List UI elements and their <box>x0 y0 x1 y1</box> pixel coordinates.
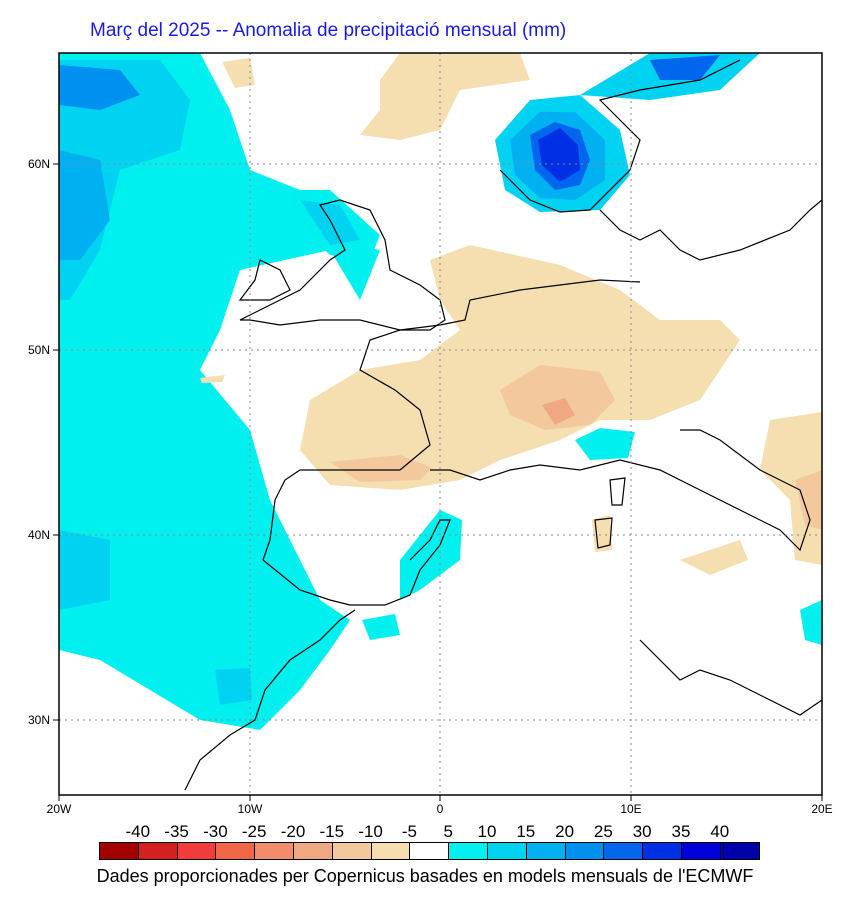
colorbar-label: -15 <box>319 822 345 841</box>
colorbar-label: -5 <box>401 822 417 841</box>
map-title: Març del 2025 -- Anomalia de precipitaci… <box>90 20 567 41</box>
colorbar-label: 35 <box>671 822 691 841</box>
atlantic-wet-region-3 <box>59 150 110 260</box>
colorbar-label: -20 <box>280 822 306 841</box>
colorbar-label: -40 <box>125 822 151 841</box>
norway-wet-region-4 <box>538 128 580 182</box>
mediterranean-wet-1 <box>575 428 635 460</box>
colorbar-swatch <box>254 842 294 860</box>
lon-tick-label: 10W <box>238 802 263 816</box>
source-credit: Dades proporcionades per Copernicus basa… <box>96 866 754 886</box>
colorbar-swatch <box>642 842 682 860</box>
colorbar-label: -35 <box>164 822 189 841</box>
colorbar-swatch <box>215 842 256 860</box>
colorbar-label: 20 <box>555 822 575 841</box>
colorbar-label: 10 <box>477 822 497 841</box>
balkans-dry-2 <box>795 470 822 530</box>
atlantic-wet-region-4 <box>59 65 140 110</box>
colorbar-label: 30 <box>632 822 652 841</box>
lat-tick-label: 40N <box>28 528 50 542</box>
colorbar-swatch <box>487 842 527 860</box>
colorbar-swatch <box>370 842 411 860</box>
lat-tick-label: 50N <box>28 343 50 357</box>
colorbar-label: -25 <box>241 822 267 841</box>
lat-tick-label: 60N <box>28 157 50 171</box>
anomaly-field <box>59 53 822 795</box>
central-europe-dry-2 <box>500 365 615 430</box>
gridlines <box>59 53 822 795</box>
italy-dry <box>680 540 748 575</box>
arctic-wet-region-2 <box>650 55 720 80</box>
colorbar-swatch <box>448 842 488 860</box>
lon-tick-label: 20W <box>47 802 72 816</box>
colorbar-label: -10 <box>358 822 383 841</box>
colorbar-swatch <box>99 842 139 860</box>
tick-marks <box>53 163 823 801</box>
colorbar-swatch <box>564 842 605 860</box>
lat-tick-label: 30N <box>28 713 50 727</box>
mediterranean-wet-4 <box>800 600 822 645</box>
colorbar-swatch <box>137 842 178 860</box>
central-europe-dry <box>300 245 740 490</box>
colorbar-swatch <box>681 842 721 860</box>
north-sea-dry <box>360 53 530 140</box>
lon-tick-label: 0 <box>437 802 444 816</box>
colorbar-swatch <box>409 842 450 860</box>
colorbar-label: 40 <box>710 822 730 841</box>
colorbar-swatch <box>603 842 644 860</box>
colorbar-swatch <box>525 842 566 860</box>
balkans-dry <box>760 412 822 565</box>
mediterranean-wet-2 <box>400 510 462 600</box>
colorbar-swatch <box>293 842 333 860</box>
atlantic-wet-region-5 <box>59 530 110 610</box>
scotland-wet-region-2 <box>300 200 360 245</box>
colorbar-swatch <box>176 842 217 860</box>
colorbar-label: 15 <box>516 822 536 841</box>
colorbar-swatch <box>719 842 760 860</box>
coastlines <box>184 59 822 791</box>
biscay-dry <box>200 375 225 383</box>
morocco-wet-region <box>215 668 252 705</box>
colorbar-label: -30 <box>203 822 228 841</box>
colorbar-label: 5 <box>443 822 453 841</box>
mediterranean-wet-3 <box>362 614 400 640</box>
colorbar-swatch <box>331 842 372 860</box>
iceland-dry <box>222 58 255 88</box>
spain-dry-region <box>330 455 432 482</box>
lon-tick-label: 20E <box>811 802 832 816</box>
central-europe-dry-3 <box>542 398 575 425</box>
lon-tick-label: 10E <box>620 802 641 816</box>
colorbar-label: 25 <box>593 822 613 841</box>
